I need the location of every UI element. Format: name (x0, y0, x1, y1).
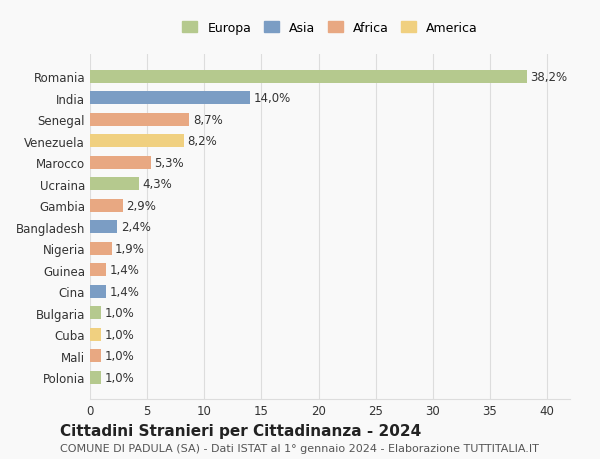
Text: 1,0%: 1,0% (105, 349, 134, 362)
Bar (90, 157, 151, 169)
Text: 8,7%: 8,7% (193, 113, 223, 127)
Text: 1,0%: 1,0% (105, 328, 134, 341)
Text: 1,4%: 1,4% (109, 285, 139, 298)
Bar (90, 135, 184, 148)
Text: 2,4%: 2,4% (121, 221, 151, 234)
Text: 5,3%: 5,3% (154, 157, 184, 169)
Text: 1,0%: 1,0% (105, 371, 134, 384)
Text: 38,2%: 38,2% (530, 71, 567, 84)
Bar (90, 349, 101, 362)
Bar (90, 307, 101, 319)
Text: 14,0%: 14,0% (253, 92, 290, 105)
Text: COMUNE DI PADULA (SA) - Dati ISTAT al 1° gennaio 2024 - Elaborazione TUTTITALIA.: COMUNE DI PADULA (SA) - Dati ISTAT al 1°… (60, 443, 539, 453)
Text: 4,3%: 4,3% (143, 178, 172, 191)
Text: 1,4%: 1,4% (109, 263, 139, 277)
Text: 2,9%: 2,9% (127, 199, 157, 212)
Bar (90, 221, 118, 234)
Bar (90, 113, 190, 127)
Bar (90, 71, 527, 84)
Bar (90, 263, 106, 276)
Bar (90, 371, 101, 384)
Text: 1,9%: 1,9% (115, 242, 145, 255)
Bar (90, 178, 139, 191)
Bar (90, 285, 106, 298)
Text: 8,2%: 8,2% (187, 135, 217, 148)
Text: 1,0%: 1,0% (105, 307, 134, 319)
Text: Cittadini Stranieri per Cittadinanza - 2024: Cittadini Stranieri per Cittadinanza - 2… (60, 423, 421, 438)
Legend: Europa, Asia, Africa, America: Europa, Asia, Africa, America (178, 17, 482, 39)
Bar (90, 92, 250, 105)
Bar (90, 328, 101, 341)
Bar (90, 242, 112, 255)
Bar (90, 199, 123, 212)
